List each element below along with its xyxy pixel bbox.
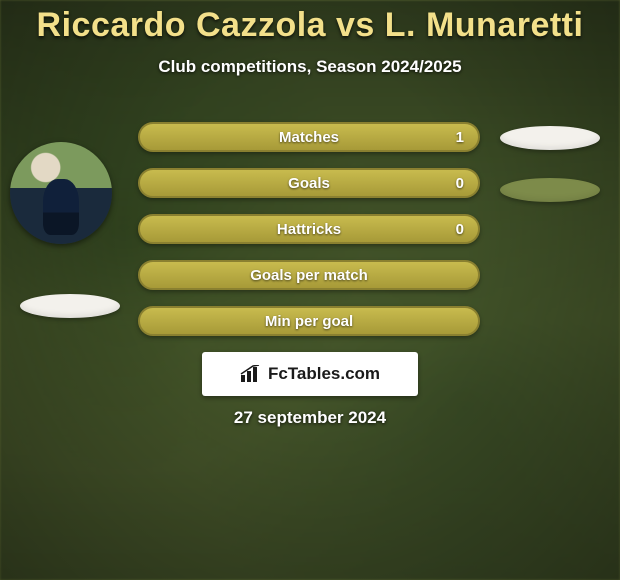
stat-bar-hattricks: Hattricks 0 (138, 214, 480, 244)
player-avatar (10, 142, 112, 244)
site-logo-text: FcTables.com (268, 364, 380, 384)
stat-label: Goals (288, 175, 330, 192)
stat-blob-right-2 (500, 178, 600, 202)
stat-label: Matches (279, 129, 339, 146)
subtitle: Club competitions, Season 2024/2025 (0, 57, 620, 77)
content-layer: Riccardo Cazzola vs L. Munaretti Club co… (0, 0, 620, 580)
stat-label: Goals per match (250, 267, 368, 284)
stat-bar-goals: Goals 0 (138, 168, 480, 198)
stat-value: 1 (456, 129, 464, 146)
date-text: 27 september 2024 (0, 408, 620, 428)
stat-label: Hattricks (277, 221, 341, 238)
stat-bar-min-per-goal: Min per goal (138, 306, 480, 336)
stat-value: 0 (456, 221, 464, 238)
stat-label: Min per goal (265, 313, 353, 330)
stat-bar-goals-per-match: Goals per match (138, 260, 480, 290)
bars-icon (240, 365, 262, 383)
stat-bar-matches: Matches 1 (138, 122, 480, 152)
page-title: Riccardo Cazzola vs L. Munaretti (0, 6, 620, 45)
stat-blob-left (20, 294, 120, 318)
stat-value: 0 (456, 175, 464, 192)
stat-blob-right-1 (500, 126, 600, 150)
site-logo: FcTables.com (202, 352, 418, 396)
stat-bars: Matches 1 Goals 0 Hattricks 0 Goals per … (138, 122, 480, 352)
